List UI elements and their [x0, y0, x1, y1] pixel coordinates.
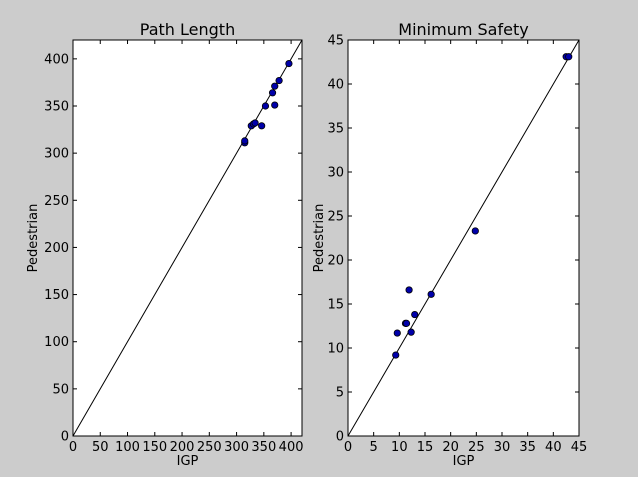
y-ticks-path-length: 0 50 100 150 200 250 300 350 400: [44, 52, 302, 445]
chart-title-minimum-safety: Minimum Safety: [398, 20, 528, 39]
x-tick-label: 0: [344, 440, 352, 455]
y-tick-label: 45: [327, 34, 344, 49]
y-tick-label: 10: [327, 342, 344, 357]
data-point-minimum-safety: [393, 329, 401, 337]
data-point-minimum-safety: [405, 286, 413, 294]
y-tick-label: 0: [336, 430, 344, 445]
y-tick-label: 50: [52, 382, 69, 397]
x-tick-label: 300: [224, 440, 249, 455]
x-tick-label: 20: [442, 440, 459, 455]
y-tick-label: 0: [61, 430, 69, 445]
y-tick-label: 150: [44, 288, 69, 303]
x-tick-label: 200: [170, 440, 195, 455]
x-axis-title-path-length: IGP: [177, 454, 199, 469]
y-ticks-minimum-safety: 0 5 10 15 20 25 30 35 40 45: [327, 34, 579, 445]
y-tick-label: 5: [336, 386, 344, 401]
x-tick-label: 5: [370, 440, 378, 455]
data-point-minimum-safety: [392, 351, 400, 359]
x-ticks-path-length: 0 50 100 150 200 250 300 350 400: [69, 40, 304, 455]
y-tick-label: 250: [44, 194, 69, 209]
data-point-path-length: [261, 102, 270, 110]
x-tick-label: 40: [545, 440, 562, 455]
y-tick-label: 300: [44, 147, 69, 162]
x-tick-label: 30: [494, 440, 511, 455]
x-tick-label: 0: [69, 440, 77, 455]
y-tick-label: 100: [44, 335, 69, 350]
y-tick-label: 35: [327, 122, 344, 137]
y-tick-label: 20: [327, 254, 344, 269]
data-point-path-length: [271, 82, 279, 90]
y-tick-label: 30: [327, 166, 344, 181]
y-tick-label: 400: [44, 52, 69, 67]
y-axis-title-path-length: Pedestrian: [26, 204, 41, 273]
panel-path-length: 0 50 100 150 200 250 300 350 400 050100150200250…: [26, 20, 304, 469]
data-points-minimum-safety: [392, 53, 573, 359]
x-tick-label: 150: [142, 440, 167, 455]
data-point-minimum-safety: [411, 310, 419, 319]
x-tick-label: 35: [519, 440, 536, 455]
y-tick-label: 25: [327, 210, 344, 225]
x-axis-title-minimum-safety: IGP: [453, 454, 475, 469]
reference-line-minimum-safety: [347, 39, 580, 437]
data-point-path-length: [241, 137, 249, 145]
y-tick-label: 350: [44, 100, 69, 115]
x-tick-label: 25: [468, 440, 485, 455]
panel-minimum-safety: 0 5 10 15 20 25 30 35 40 45 0 5 10 15 20 25 30 35 40 45 Mi…: [312, 20, 587, 469]
data-points-path-length: [241, 59, 293, 147]
y-tick-label: 40: [327, 78, 344, 93]
x-tick-label: 350: [251, 440, 276, 455]
x-ticks-minimum-safety: 0 5 10 15 20 25 30 35 40 45: [344, 40, 587, 455]
data-point-minimum-safety: [427, 290, 435, 298]
x-tick-label: 45: [571, 440, 588, 455]
data-point-minimum-safety: [565, 53, 573, 61]
data-point-path-length: [275, 76, 283, 85]
data-point-path-length: [258, 122, 266, 130]
data-point-path-length: [285, 59, 293, 68]
data-point-minimum-safety: [402, 319, 411, 327]
x-tick-label: 50: [92, 440, 109, 455]
x-tick-label: 10: [391, 440, 408, 455]
chart-title-path-length: Path Length: [140, 20, 235, 39]
data-point-path-length: [251, 119, 259, 127]
data-point-minimum-safety: [471, 227, 479, 235]
y-axis-title-minimum-safety: Pedestrian: [312, 204, 327, 273]
y-tick-label: 15: [327, 298, 344, 313]
x-tick-label: 400: [279, 440, 304, 455]
x-tick-label: 250: [197, 440, 222, 455]
data-point-minimum-safety: [407, 328, 415, 336]
x-tick-label: 100: [115, 440, 140, 455]
y-tick-label: 200: [44, 241, 69, 256]
data-point-path-length: [271, 101, 279, 109]
x-tick-label: 15: [417, 440, 434, 455]
data-point-path-length: [268, 89, 277, 97]
